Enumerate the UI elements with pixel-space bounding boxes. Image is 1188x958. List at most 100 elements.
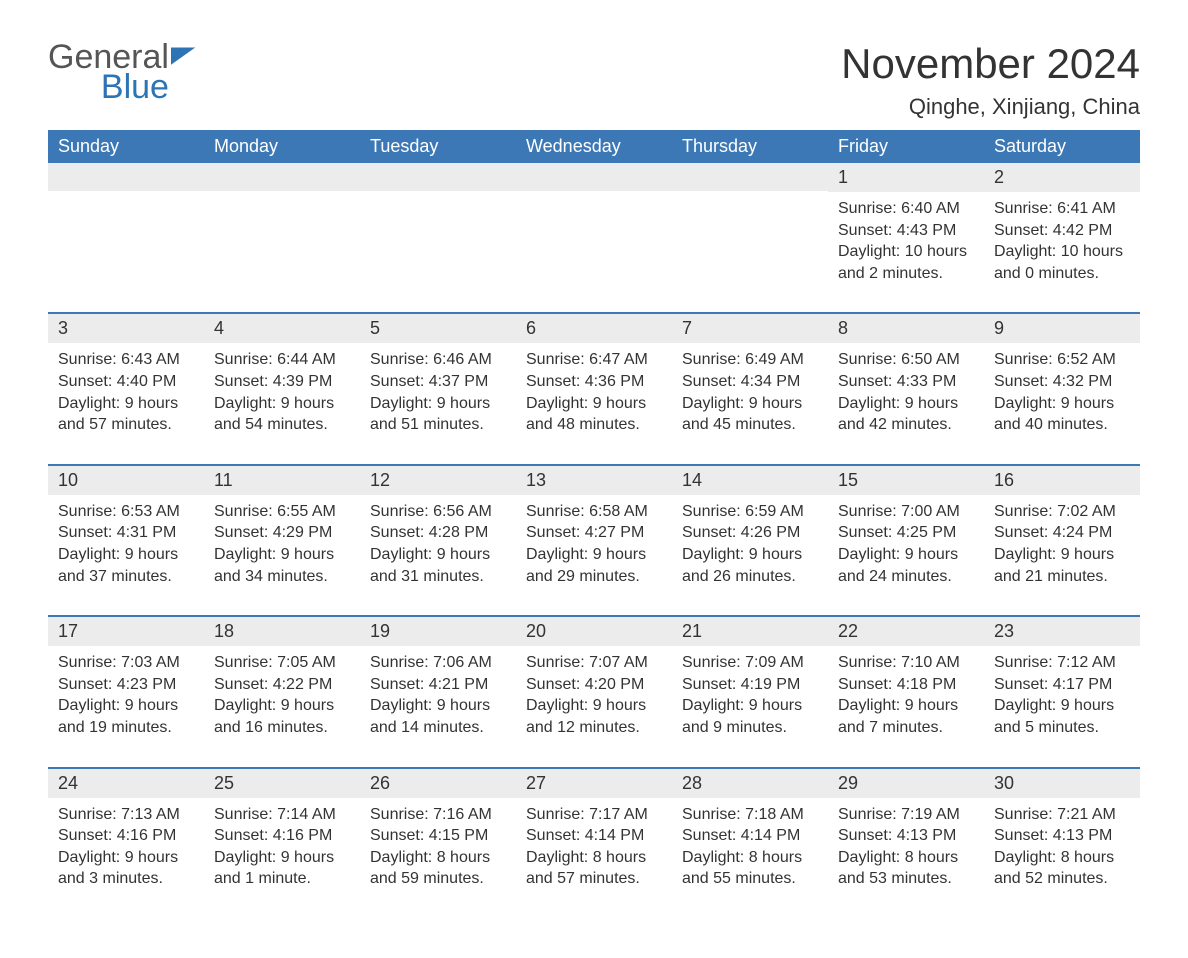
- day-details: Sunrise: 7:02 AMSunset: 4:24 PMDaylight:…: [984, 495, 1140, 615]
- sunset-text: Sunset: 4:25 PM: [838, 522, 974, 544]
- sunset-text: Sunset: 4:37 PM: [370, 371, 506, 393]
- logo-flag-icon: [171, 44, 197, 70]
- month-title: November 2024: [841, 40, 1140, 88]
- sunrise-text: Sunrise: 7:09 AM: [682, 652, 818, 674]
- sunrise-text: Sunrise: 7:03 AM: [58, 652, 194, 674]
- day-number: 11: [204, 464, 360, 495]
- calendar-day-cell: 1Sunrise: 6:40 AMSunset: 4:43 PMDaylight…: [828, 163, 984, 312]
- calendar-day-cell: [360, 163, 516, 312]
- sunrise-text: Sunrise: 6:53 AM: [58, 501, 194, 523]
- sunrise-text: Sunrise: 6:46 AM: [370, 349, 506, 371]
- calendar-day-cell: 5 Sunrise: 6:46 AMSunset: 4:37 PMDaylight…: [360, 312, 516, 463]
- day-of-week-header: Wednesday: [516, 130, 672, 163]
- daylight-text: Daylight: 8 hours and 53 minutes.: [838, 847, 974, 890]
- day-details: Sunrise: 6:53 AMSunset: 4:31 PMDaylight:…: [48, 495, 204, 615]
- daylight-text: Daylight: 8 hours and 59 minutes.: [370, 847, 506, 890]
- day-number: 16: [984, 464, 1140, 495]
- day-number: 23: [984, 615, 1140, 646]
- day-number: 26: [360, 767, 516, 798]
- day-number: 29: [828, 767, 984, 798]
- calendar-day-cell: 6Sunrise: 6:47 AMSunset: 4:36 PMDaylight…: [516, 312, 672, 463]
- day-number: 17: [48, 615, 204, 646]
- sunrise-text: Sunrise: 6:47 AM: [526, 349, 662, 371]
- sunrise-text: Sunrise: 7:07 AM: [526, 652, 662, 674]
- day-number: 19: [360, 615, 516, 646]
- sunset-text: Sunset: 4:15 PM: [370, 825, 506, 847]
- day-of-week-header: Saturday: [984, 130, 1140, 163]
- sunset-text: Sunset: 4:24 PM: [994, 522, 1130, 544]
- sunrise-text: Sunrise: 6:52 AM: [994, 349, 1130, 371]
- day-details: Sunrise: 7:17 AMSunset: 4:14 PMDaylight:…: [516, 798, 672, 918]
- sunrise-text: Sunrise: 7:17 AM: [526, 804, 662, 826]
- calendar-day-cell: 16Sunrise: 7:02 AMSunset: 4:24 PMDayligh…: [984, 464, 1140, 615]
- daylight-text: Daylight: 9 hours and 42 minutes.: [838, 393, 974, 436]
- calendar-day-cell: [48, 163, 204, 312]
- sunset-text: Sunset: 4:43 PM: [838, 220, 974, 242]
- daylight-text: Daylight: 9 hours and 48 minutes.: [526, 393, 662, 436]
- daylight-text: Daylight: 9 hours and 19 minutes.: [58, 695, 194, 738]
- sunrise-text: Sunrise: 7:18 AM: [682, 804, 818, 826]
- sunset-text: Sunset: 4:23 PM: [58, 674, 194, 696]
- sunset-text: Sunset: 4:17 PM: [994, 674, 1130, 696]
- calendar-table: SundayMondayTuesdayWednesdayThursdayFrid…: [48, 130, 1140, 918]
- location-subtitle: Qinghe, Xinjiang, China: [841, 94, 1140, 120]
- day-details: Sunrise: 6:50 AMSunset: 4:33 PMDaylight:…: [828, 343, 984, 463]
- daylight-text: Daylight: 9 hours and 26 minutes.: [682, 544, 818, 587]
- calendar-day-cell: 28Sunrise: 7:18 AMSunset: 4:14 PMDayligh…: [672, 767, 828, 918]
- calendar-day-cell: 10Sunrise: 6:53 AMSunset: 4:31 PMDayligh…: [48, 464, 204, 615]
- empty-day-bar: [360, 163, 516, 191]
- sunrise-text: Sunrise: 7:02 AM: [994, 501, 1130, 523]
- day-details: Sunrise: 6:47 AMSunset: 4:36 PMDaylight:…: [516, 343, 672, 463]
- day-of-week-header: Tuesday: [360, 130, 516, 163]
- calendar-day-cell: 21Sunrise: 7:09 AMSunset: 4:19 PMDayligh…: [672, 615, 828, 766]
- sunset-text: Sunset: 4:14 PM: [526, 825, 662, 847]
- day-number: 24: [48, 767, 204, 798]
- daylight-text: Daylight: 9 hours and 51 minutes.: [370, 393, 506, 436]
- day-details: Sunrise: 7:18 AMSunset: 4:14 PMDaylight:…: [672, 798, 828, 918]
- calendar-day-cell: [672, 163, 828, 312]
- calendar-day-cell: [204, 163, 360, 312]
- daylight-text: Daylight: 10 hours and 2 minutes.: [838, 241, 974, 284]
- calendar-day-cell: 29Sunrise: 7:19 AMSunset: 4:13 PMDayligh…: [828, 767, 984, 918]
- sunset-text: Sunset: 4:19 PM: [682, 674, 818, 696]
- calendar-day-cell: 26Sunrise: 7:16 AMSunset: 4:15 PMDayligh…: [360, 767, 516, 918]
- sunset-text: Sunset: 4:33 PM: [838, 371, 974, 393]
- empty-day-bar: [672, 163, 828, 191]
- daylight-text: Daylight: 8 hours and 52 minutes.: [994, 847, 1130, 890]
- sunrise-text: Sunrise: 7:21 AM: [994, 804, 1130, 826]
- day-number: 28: [672, 767, 828, 798]
- calendar-day-cell: 4Sunrise: 6:44 AMSunset: 4:39 PMDaylight…: [204, 312, 360, 463]
- daylight-text: Daylight: 9 hours and 7 minutes.: [838, 695, 974, 738]
- day-of-week-header: Thursday: [672, 130, 828, 163]
- daylight-text: Daylight: 9 hours and 14 minutes.: [370, 695, 506, 738]
- sunrise-text: Sunrise: 7:06 AM: [370, 652, 506, 674]
- sunset-text: Sunset: 4:32 PM: [994, 371, 1130, 393]
- day-number: 3: [48, 312, 204, 343]
- day-details: Sunrise: 6:41 AMSunset: 4:42 PMDaylight:…: [984, 192, 1140, 312]
- sunset-text: Sunset: 4:20 PM: [526, 674, 662, 696]
- empty-day-bar: [204, 163, 360, 191]
- sunset-text: Sunset: 4:27 PM: [526, 522, 662, 544]
- calendar-day-cell: 11Sunrise: 6:55 AMSunset: 4:29 PMDayligh…: [204, 464, 360, 615]
- calendar-day-cell: 13Sunrise: 6:58 AMSunset: 4:27 PMDayligh…: [516, 464, 672, 615]
- calendar-day-cell: [516, 163, 672, 312]
- day-details: Sunrise: 7:14 AMSunset: 4:16 PMDaylight:…: [204, 798, 360, 918]
- daylight-text: Daylight: 9 hours and 3 minutes.: [58, 847, 194, 890]
- day-number: 6: [516, 312, 672, 343]
- sunset-text: Sunset: 4:39 PM: [214, 371, 350, 393]
- sunrise-text: Sunrise: 6:56 AM: [370, 501, 506, 523]
- sunrise-text: Sunrise: 6:43 AM: [58, 349, 194, 371]
- day-number: 5: [360, 312, 516, 343]
- day-details: Sunrise: 7:07 AMSunset: 4:20 PMDaylight:…: [516, 646, 672, 766]
- day-number: 13: [516, 464, 672, 495]
- day-details: Sunrise: 6:52 AMSunset: 4:32 PMDaylight:…: [984, 343, 1140, 463]
- day-details: Sunrise: 7:13 AMSunset: 4:16 PMDaylight:…: [48, 798, 204, 918]
- calendar-day-cell: 18Sunrise: 7:05 AMSunset: 4:22 PMDayligh…: [204, 615, 360, 766]
- sunset-text: Sunset: 4:28 PM: [370, 522, 506, 544]
- sunset-text: Sunset: 4:29 PM: [214, 522, 350, 544]
- daylight-text: Daylight: 9 hours and 40 minutes.: [994, 393, 1130, 436]
- day-number: 9: [984, 312, 1140, 343]
- sunrise-text: Sunrise: 6:40 AM: [838, 198, 974, 220]
- daylight-text: Daylight: 9 hours and 34 minutes.: [214, 544, 350, 587]
- daylight-text: Daylight: 9 hours and 16 minutes.: [214, 695, 350, 738]
